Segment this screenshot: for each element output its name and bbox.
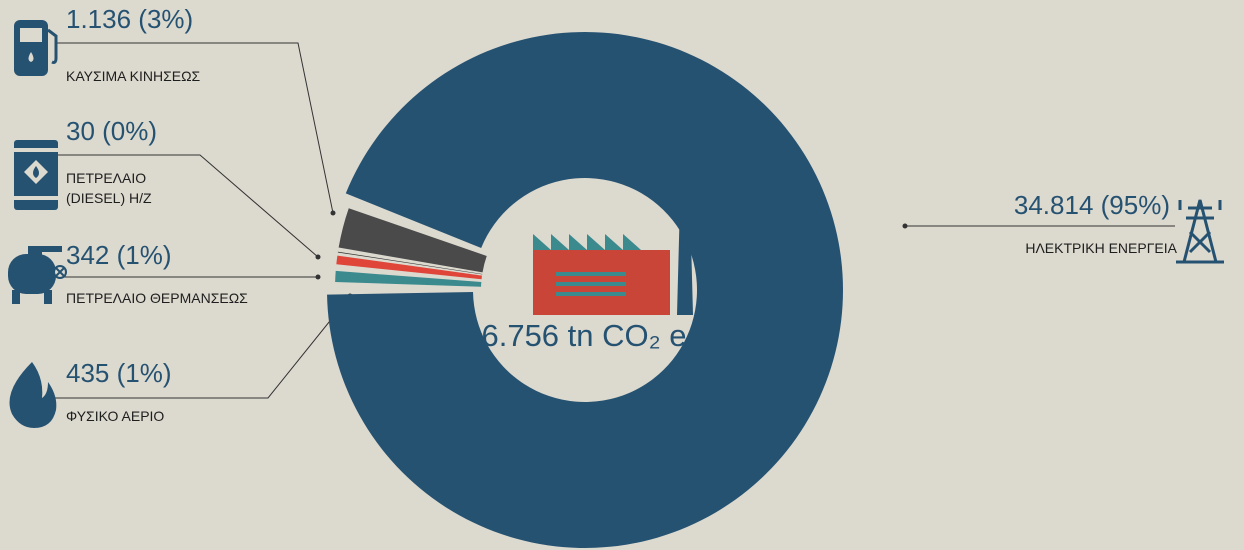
slice — [337, 251, 483, 275]
category-label: ΠΕΤΡΕΛΑΙΟ ΘΕΡΜΑΝΣΕΩΣ — [66, 290, 248, 306]
value-label: 34.814 (95%) — [1013, 190, 1170, 220]
slice — [336, 255, 482, 280]
center-label: 36.756 tn CO₂ eq — [464, 318, 704, 353]
icons — [8, 20, 1224, 428]
value-label: 1.136 (3%) — [66, 4, 194, 34]
category-label: ΗΛΕΚΤΡΙΚΗ ΕΝΕΡΓΕΙΑ — [1025, 240, 1177, 256]
category-label: ΠΕΤΡΕΛΑΙΟ (DIESEL) H/Z — [66, 170, 152, 206]
slice — [338, 208, 487, 273]
slice — [335, 270, 482, 287]
slice — [327, 31, 843, 548]
factory-icon — [533, 178, 719, 315]
category-label: ΚΑΥΣΙΜΑ ΚΙΝΗΣΕΩΣ — [66, 68, 201, 84]
leader-lines — [55, 42, 1175, 399]
value-label: 30 (0%) — [66, 116, 158, 146]
value-label: 342 (1%) — [66, 240, 172, 270]
value-label: 435 (1%) — [66, 358, 172, 388]
category-label: ΦΥΣΙΚΟ ΑΕΡΙΟ — [66, 408, 165, 424]
